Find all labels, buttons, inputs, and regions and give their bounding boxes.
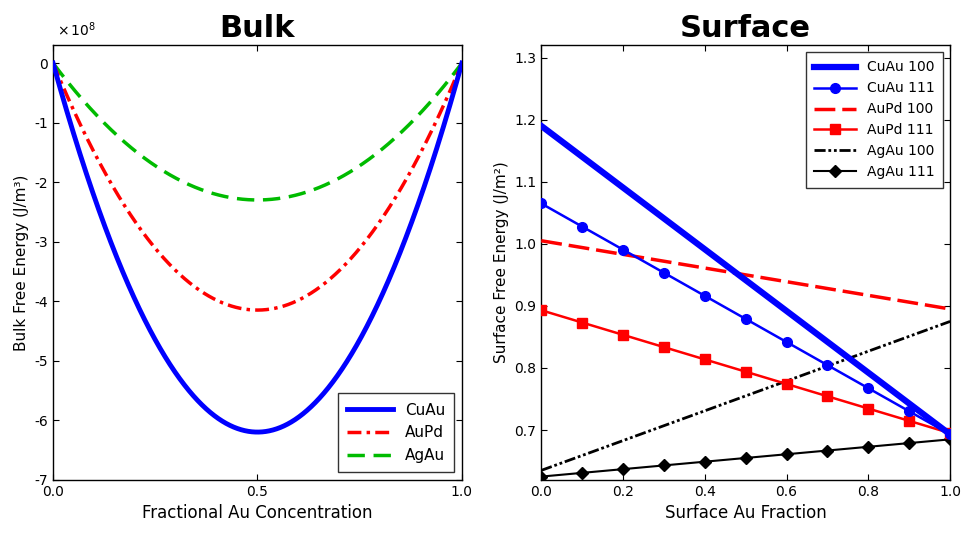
Legend: CuAu 100, CuAu 111, AuPd 100, AuPd 111, AgAu 100, AgAu 111: CuAu 100, CuAu 111, AuPd 100, AuPd 111, … bbox=[806, 52, 943, 188]
Text: $\times\,10^8$: $\times\,10^8$ bbox=[58, 20, 97, 39]
Legend: CuAu, AuPd, AgAu: CuAu, AuPd, AgAu bbox=[337, 393, 454, 472]
Y-axis label: Surface Free Energy (J/m²): Surface Free Energy (J/m²) bbox=[493, 161, 509, 363]
X-axis label: Fractional Au Concentration: Fractional Au Concentration bbox=[142, 504, 372, 522]
Title: Bulk: Bulk bbox=[219, 14, 295, 43]
Y-axis label: Bulk Free Energy (J/m³): Bulk Free Energy (J/m³) bbox=[14, 174, 29, 351]
Title: Surface: Surface bbox=[681, 14, 811, 43]
X-axis label: Surface Au Fraction: Surface Au Fraction bbox=[665, 504, 827, 522]
